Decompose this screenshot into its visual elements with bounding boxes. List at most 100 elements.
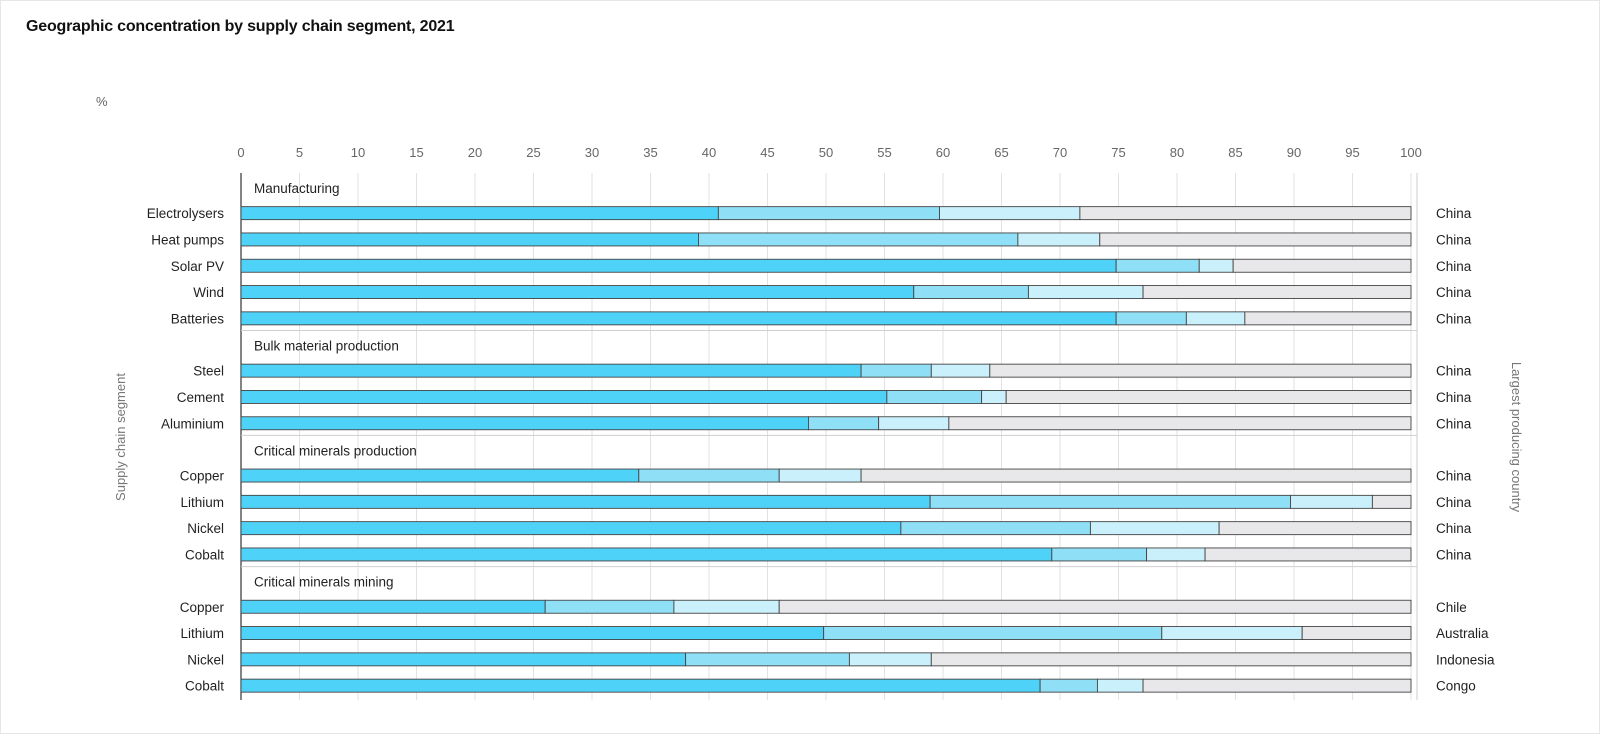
bar-segment [1290,494,1373,509]
bar-segment [240,258,1117,273]
group-label: Bulk material production [254,339,399,354]
x-tick-label: 90 [1287,145,1301,160]
bar-segment [638,468,780,483]
bar-segment [1099,232,1412,247]
category-label: Copper [180,600,225,615]
bars [240,206,1412,693]
country-label: China [1436,285,1472,300]
bar-segment [240,206,719,221]
labels: % Manufacturing Electrolysers China Heat pum… [96,94,1524,694]
category-label: Electrolysers [147,206,225,221]
bar-segment [1079,206,1412,221]
bar-segment [1027,285,1144,299]
bar-segment [1232,258,1412,273]
bar-segment [1371,494,1412,509]
country-label: Congo [1436,679,1476,694]
bar-segment [778,468,862,483]
y2-axis-title: Largest producing country [1509,362,1524,513]
bar-segment [1185,311,1246,326]
category-label: Lithium [180,626,224,641]
unit-label: % [96,94,108,109]
x-tick-label: 15 [409,145,423,160]
country-label: China [1436,390,1472,405]
bar-segment [778,599,1412,614]
bar-segment [1115,258,1200,273]
bar-segment [1204,547,1412,562]
country-label: China [1436,547,1472,562]
category-label: Cobalt [185,679,224,694]
bar-segment [1039,678,1098,693]
category-label: Cobalt [185,547,224,562]
bar-segment [698,232,1019,247]
bar-segment [808,416,880,431]
x-axis-ticks: 0 5 10 15 20 25 30 35 40 45 50 55 60 65 70 75 80 85 90 95 10… [237,145,1421,160]
x-tick-label: 50 [819,145,833,160]
category-label: Cement [177,390,225,405]
bar-segment [685,652,850,667]
bar-segment [1161,626,1303,640]
bar-segment [673,599,780,614]
bar-segment [913,285,1029,299]
bar-segment [823,626,1163,640]
x-tick-label: 100 [1400,145,1422,160]
bar-segment [1051,547,1148,562]
bar-segment [1146,547,1206,562]
bar-segment [900,521,1091,536]
category-label: Heat pumps [151,232,224,247]
bar-segment [544,599,675,614]
country-label: China [1436,416,1472,431]
bar-segment [930,652,1412,667]
category-label: Lithium [180,495,224,510]
bar-segment [929,494,1291,509]
bar-segment [981,390,1007,404]
chart-title: Geographic concentration by supply chain… [26,18,455,35]
bar-segment [1096,678,1144,693]
country-label: Australia [1436,626,1489,641]
bar-segment [240,416,809,431]
bar-segment [240,390,888,404]
x-tick-label: 25 [526,145,540,160]
bar-segment [1198,258,1234,273]
group-label: Critical minerals production [254,443,417,458]
bar-segment [240,232,699,247]
bar-segment [240,363,862,378]
x-tick-label: 65 [994,145,1008,160]
x-tick-label: 55 [877,145,891,160]
x-tick-label: 75 [1111,145,1125,160]
bar-segment [878,416,950,431]
country-label: China [1436,364,1472,379]
x-tick-label: 45 [760,145,774,160]
country-label: China [1436,521,1472,536]
country-label: Chile [1436,600,1467,615]
x-tick-label: 70 [1053,145,1067,160]
bar-segment [848,652,932,667]
bar-segment [1218,521,1412,536]
x-tick-label: 10 [351,145,365,160]
category-label: Solar PV [171,259,224,274]
bar-segment [860,363,932,378]
bar-segment [1005,390,1412,404]
country-label: China [1436,495,1472,510]
bar-segment [717,206,940,221]
y-axis-title: Supply chain segment [113,373,128,501]
x-tick-label: 5 [296,145,303,160]
category-label: Nickel [187,521,224,536]
x-tick-label: 20 [468,145,482,160]
category-label: Steel [193,364,224,379]
x-tick-label: 40 [702,145,716,160]
country-label: Indonesia [1436,652,1495,667]
x-tick-label: 60 [936,145,950,160]
bar-segment [886,390,983,404]
country-label: China [1436,469,1472,484]
x-tick-label: 80 [1170,145,1184,160]
bar-segment [240,521,902,536]
country-label: China [1436,232,1472,247]
x-tick-label: 35 [643,145,657,160]
category-label: Wind [193,285,224,300]
x-tick-label: 0 [237,145,244,160]
bar-segment [1115,311,1187,326]
bar-segment [240,311,1117,326]
country-label: China [1436,259,1472,274]
bar-segment [1089,521,1220,536]
